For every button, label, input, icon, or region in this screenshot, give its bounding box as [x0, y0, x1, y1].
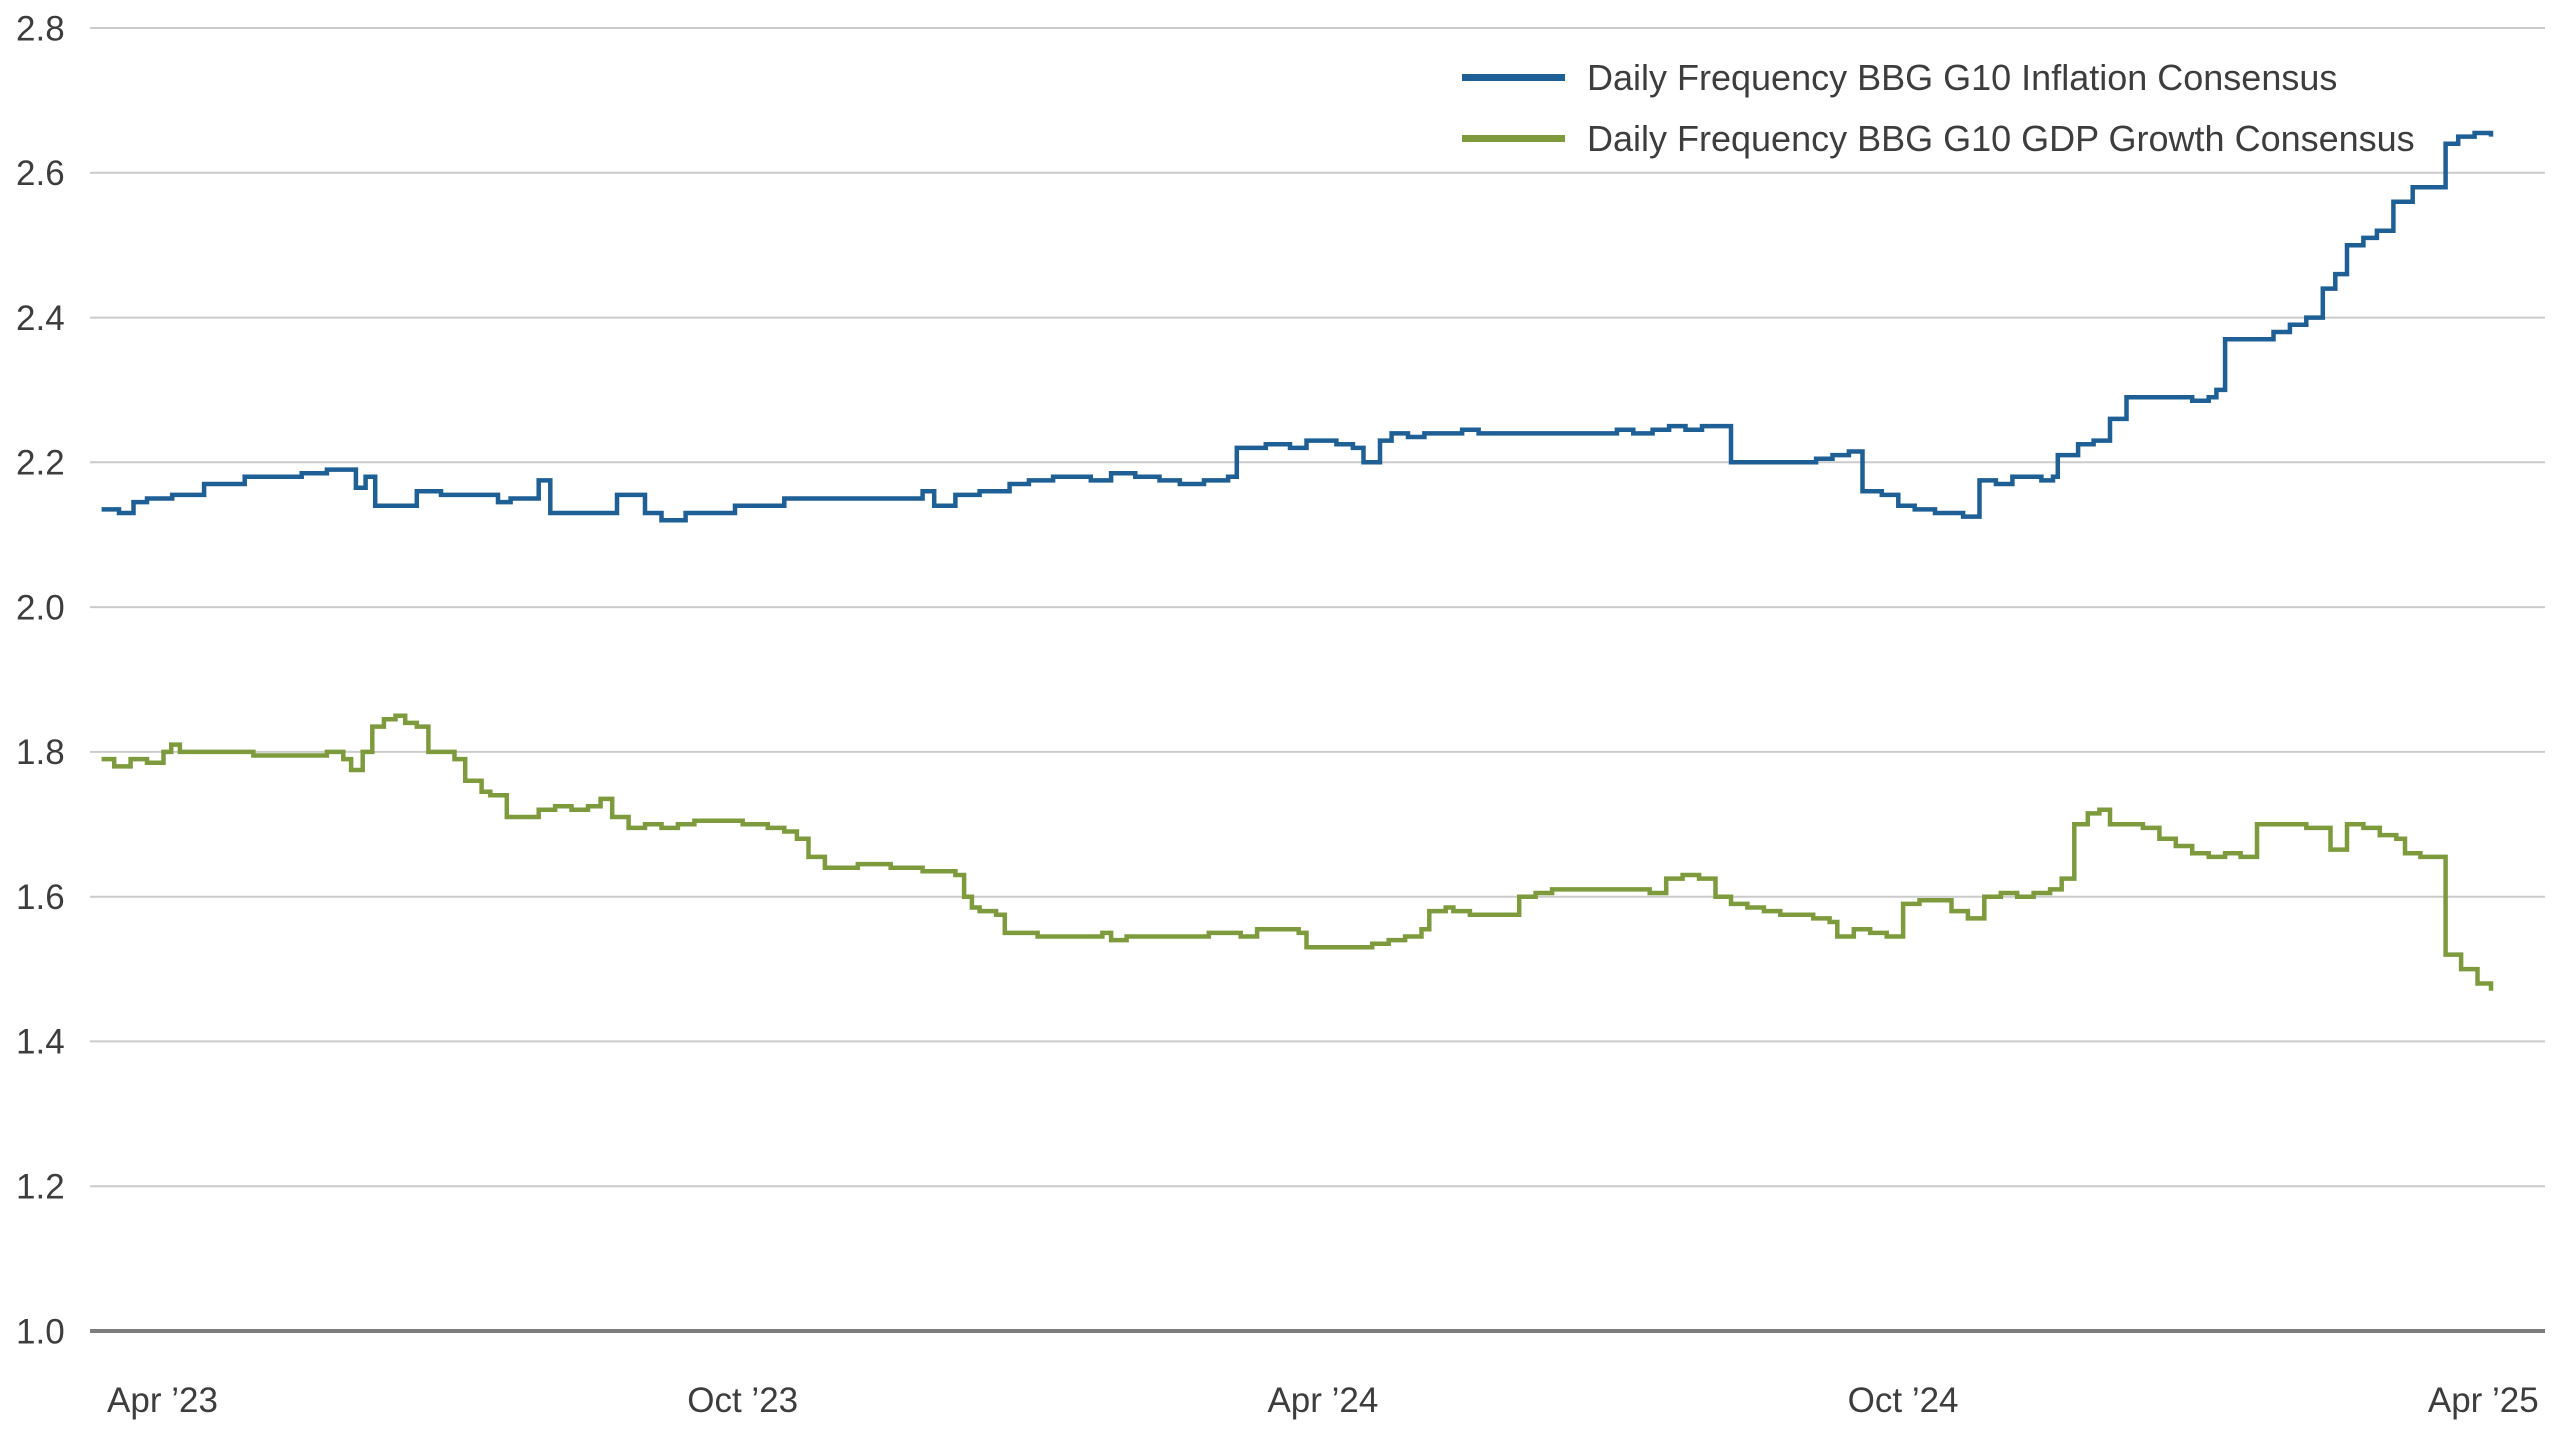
y-axis-tick-label: 1.4 [16, 1023, 65, 1062]
y-axis-tick-label: 2.6 [16, 154, 65, 193]
legend-label-gdp: Daily Frequency BBG G10 GDP Growth Conse… [1587, 117, 2415, 159]
x-axis-tick-label: Apr ’25 [2428, 1381, 2539, 1420]
y-axis-tick-label: 1.2 [16, 1167, 65, 1206]
y-axis-tick-label: 1.0 [16, 1312, 65, 1351]
x-axis-tick-label: Oct ’23 [687, 1381, 798, 1420]
inflation-consensus-line [101, 130, 2494, 523]
y-axis-tick-label: 1.6 [16, 878, 65, 917]
legend-item-inflation: Daily Frequency BBG G10 Inflation Consen… [1462, 47, 2415, 108]
x-axis-tick-label: Apr ’23 [107, 1381, 218, 1420]
y-axis-tick-label: 2.4 [16, 299, 65, 338]
legend-label-inflation: Daily Frequency BBG G10 Inflation Consen… [1587, 56, 2338, 98]
y-axis-tick-label: 2.8 [16, 9, 65, 48]
legend-item-gdp: Daily Frequency BBG G10 GDP Growth Conse… [1462, 108, 2415, 169]
x-axis-tick-label: Oct ’24 [1848, 1381, 1959, 1420]
gdp-growth-consensus-line [101, 713, 2494, 991]
y-axis-tick-label: 1.8 [16, 733, 65, 772]
y-axis-tick-label: 2.0 [16, 588, 65, 627]
legend: Daily Frequency BBG G10 Inflation Consen… [1462, 47, 2415, 169]
x-axis-tick-label: Apr ’24 [1267, 1381, 1378, 1420]
y-axis-tick-label: 2.2 [16, 444, 65, 483]
gdp-line-swatch [1462, 135, 1565, 142]
inflation-line-swatch [1462, 74, 1565, 81]
